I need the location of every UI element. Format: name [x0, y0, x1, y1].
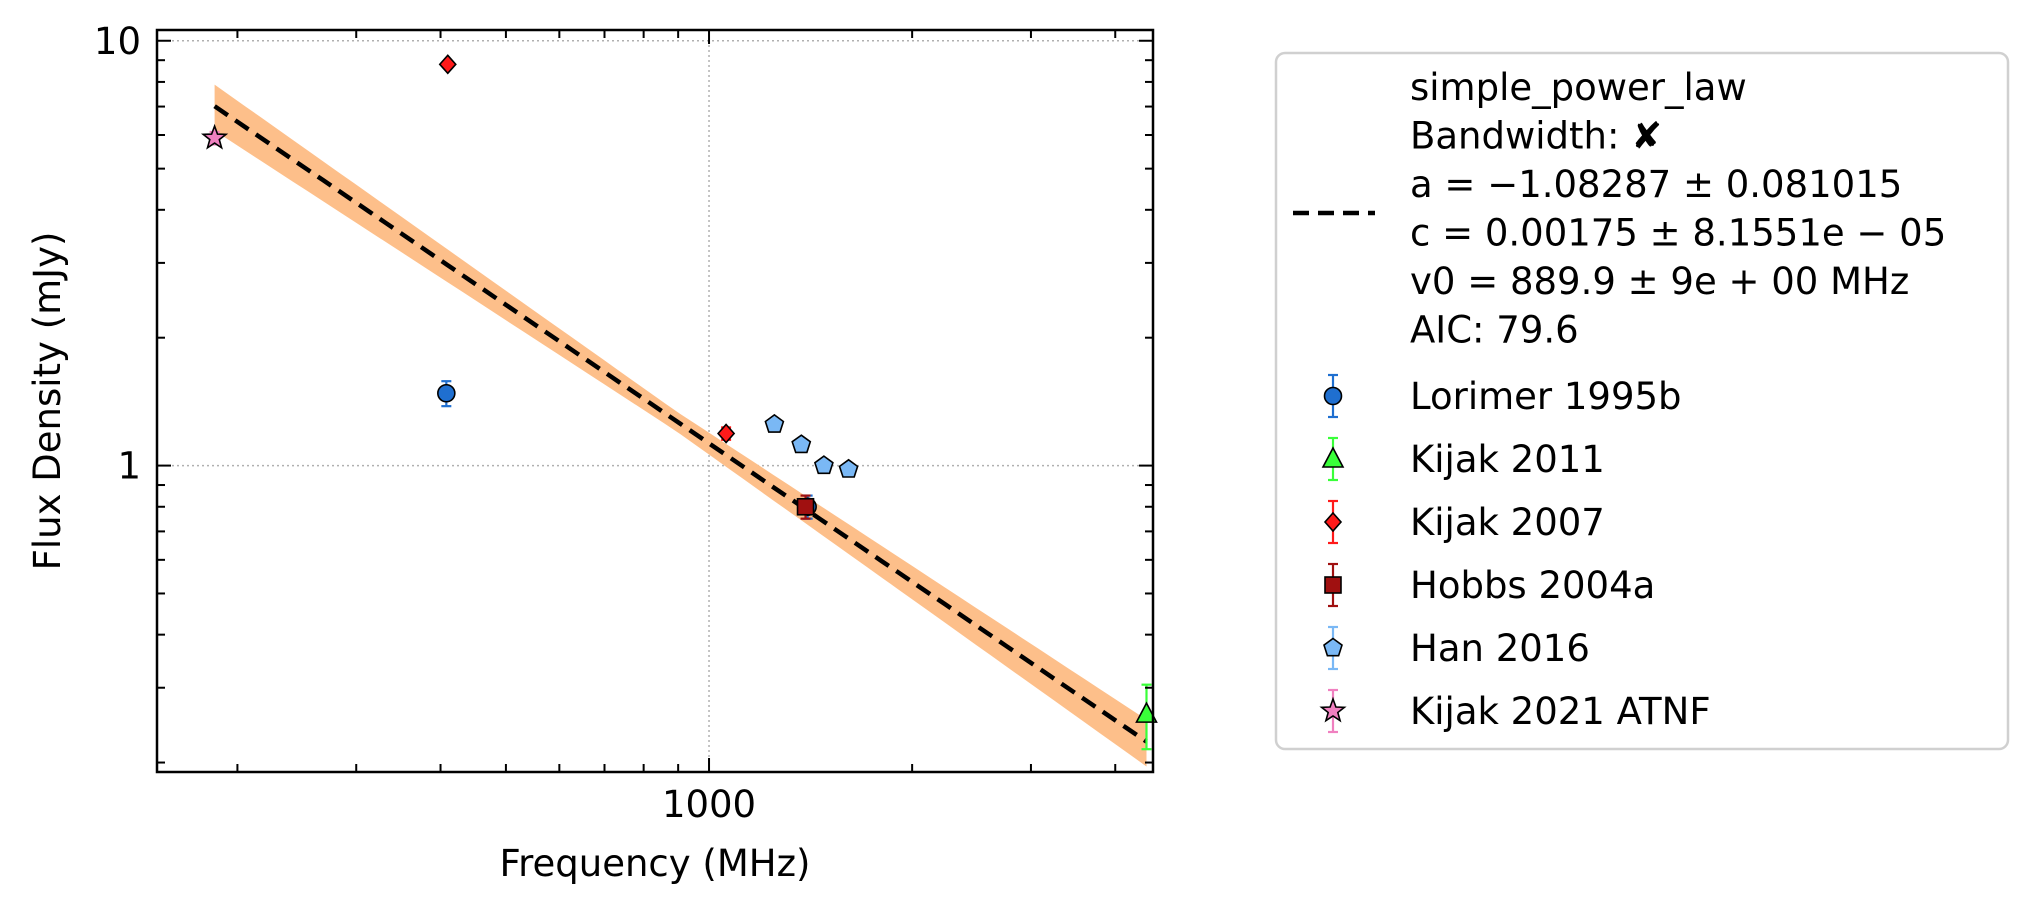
data-point — [437, 383, 456, 403]
axis-ticks — [157, 30, 1153, 772]
legend-marker — [1323, 511, 1343, 533]
fit-line — [213, 104, 1148, 744]
legend-box — [1274, 51, 2010, 751]
data-point — [813, 455, 834, 475]
legend-entry: Hobbs 2004a — [1324, 562, 1655, 608]
series-square — [796, 494, 815, 520]
legend-label: Kijak 2011 — [1410, 438, 1605, 481]
legend-fit-text: Bandwidth: ✘ — [1410, 115, 1662, 158]
data-points — [200, 54, 1158, 751]
legend-entry: Lorimer 1995b — [1323, 373, 1682, 419]
y-axis-label: Flux Density (mJy) — [26, 232, 69, 571]
grid-lines — [157, 30, 1153, 772]
legend-series-entries: Lorimer 1995b Kijak 2011 Kijak 2007 Hobbs 2… — [1319, 373, 1711, 734]
data-point — [764, 413, 785, 433]
data-point — [838, 458, 859, 478]
data-point — [200, 123, 229, 150]
legend-fit-text: c = 0.00175 ± 8.1551e − 05 — [1410, 212, 1946, 255]
tick-labels: 1000 1 10 — [94, 20, 756, 826]
legend-fit-entry: simple_power_law Bandwidth: ✘ a = −1.08287… — [1293, 66, 1946, 352]
legend-label: Kijak 2007 — [1410, 501, 1605, 544]
plot-frame — [155, 28, 1155, 774]
legend-marker — [1319, 696, 1347, 723]
legend-fit-text: a = −1.08287 ± 0.081015 — [1410, 163, 1902, 206]
legend-label: Lorimer 1995b — [1410, 375, 1682, 418]
y-tick-label: 1 — [117, 445, 141, 488]
legend-fit-text: v0 = 889.9 ± 9e + 00 MHz — [1410, 260, 1909, 303]
series-diamond — [438, 54, 736, 444]
x-tick-label: 1000 — [662, 783, 756, 826]
legend-fit-text: simple_power_law — [1410, 66, 1747, 109]
legend-marker — [1323, 386, 1343, 406]
data-point — [438, 54, 457, 75]
legend-entry: Han 2016 — [1323, 625, 1590, 671]
data-point — [791, 434, 812, 454]
legend-entry: Kijak 2011 — [1321, 436, 1605, 482]
legend-entry: Kijak 2021 ATNF — [1319, 688, 1711, 734]
legend-label: Han 2016 — [1410, 627, 1590, 670]
legend-label: Kijak 2021 ATNF — [1410, 690, 1711, 733]
legend-fit-text: AIC: 79.6 — [1410, 309, 1579, 352]
series-triangle — [1135, 683, 1158, 751]
data-point — [717, 423, 736, 444]
legend: simple_power_law Bandwidth: ✘ a = −1.08287… — [1274, 51, 2010, 751]
series-star — [200, 123, 229, 150]
fit-layer — [213, 84, 1148, 767]
y-tick-label: 10 — [94, 20, 141, 63]
legend-marker — [1324, 576, 1342, 594]
series-circle — [437, 380, 817, 520]
legend-marker — [1321, 446, 1345, 468]
legend-entry: Kijak 2007 — [1323, 499, 1605, 545]
series-pentagon — [764, 413, 859, 478]
x-axis-label: Frequency (MHz) — [500, 842, 811, 885]
data-point — [1135, 701, 1158, 723]
legend-marker — [1323, 637, 1343, 657]
legend-label: Hobbs 2004a — [1410, 564, 1655, 607]
data-point — [796, 497, 815, 516]
